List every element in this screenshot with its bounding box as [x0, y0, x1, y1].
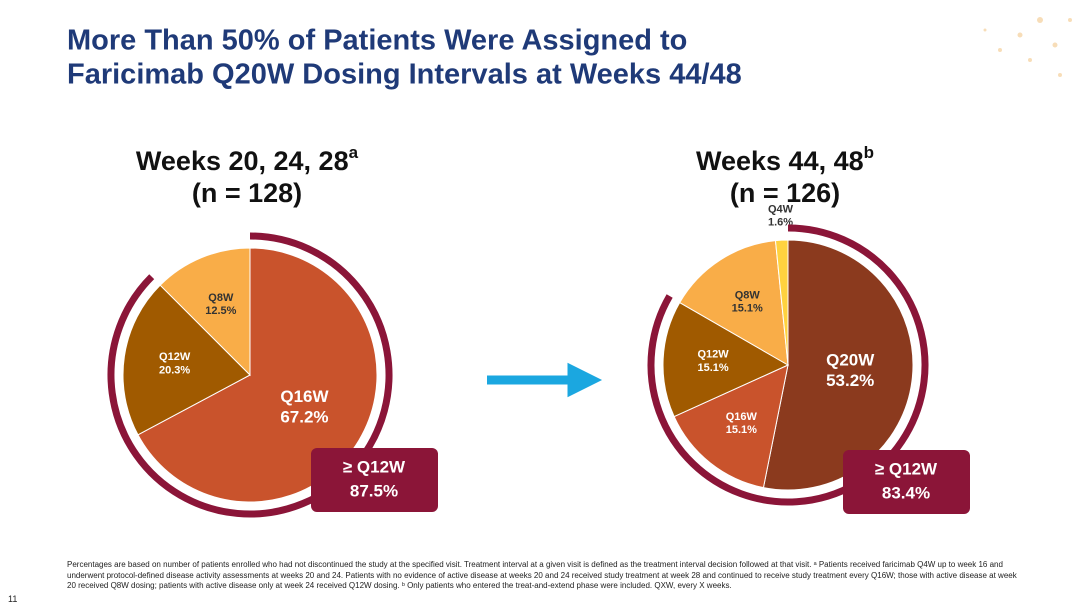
bracket-badge — [311, 448, 438, 512]
pie-title-note: b — [864, 143, 874, 162]
slice-label: Q8W — [208, 292, 234, 304]
decor — [983, 17, 1072, 77]
slice-label: Q8W — [735, 289, 761, 301]
slice-value-label: 53.2% — [826, 371, 874, 390]
page-number: 11 — [8, 594, 18, 604]
bracket-name: ≥ Q12W — [343, 457, 406, 476]
pie-slice — [662, 301, 790, 418]
pie-slice — [774, 239, 789, 366]
slice-value-label: 67.2% — [280, 407, 328, 426]
slice-value-label: 1.6% — [768, 217, 793, 229]
pie-subtitle: (n = 128) — [192, 178, 302, 208]
slice-value-label: 12.5% — [205, 305, 236, 317]
slice-label: Q4W — [768, 203, 794, 215]
pie-slice — [762, 239, 914, 491]
footnote: Percentages are based on number of patie… — [67, 560, 1017, 590]
pie-slice — [673, 364, 789, 489]
pie-title: Weeks 44, 48b — [696, 143, 874, 176]
pie-slice — [122, 284, 251, 436]
slice-label: Q12W — [697, 349, 729, 361]
slice-value-label: 15.1% — [697, 362, 728, 374]
bracket-badge — [843, 450, 970, 514]
bracket-name: ≥ Q12W — [875, 459, 938, 478]
slice-label: Q20W — [826, 350, 875, 369]
slice-label: Q16W — [726, 411, 758, 423]
pie-slice — [137, 247, 378, 503]
slice-label: Q16W — [280, 387, 329, 406]
pie-subtitle: (n = 126) — [730, 178, 840, 208]
pie-slice — [159, 247, 251, 377]
bracket-arc — [107, 232, 393, 518]
slice-value-label: 15.1% — [732, 303, 763, 315]
slide-title: Faricimab Q20W Dosing Intervals at Weeks… — [67, 59, 742, 91]
arrow — [487, 362, 603, 398]
pie-title-note: a — [349, 143, 359, 162]
pie-title-text: Weeks 44, 48 — [696, 146, 864, 176]
slice-value-label: 20.3% — [159, 364, 190, 376]
pie-slice — [678, 240, 789, 366]
bracket-value-label: 83.4% — [882, 483, 930, 502]
pie-title: Weeks 20, 24, 28a — [136, 143, 359, 176]
pie-title-text: Weeks 20, 24, 28 — [136, 146, 349, 176]
slice-label: Q12W — [159, 351, 191, 363]
bracket-value-label: 87.5% — [350, 481, 398, 500]
slice-value-label: 15.1% — [726, 424, 757, 436]
slide-title: More Than 50% of Patients Were Assigned … — [67, 25, 687, 57]
